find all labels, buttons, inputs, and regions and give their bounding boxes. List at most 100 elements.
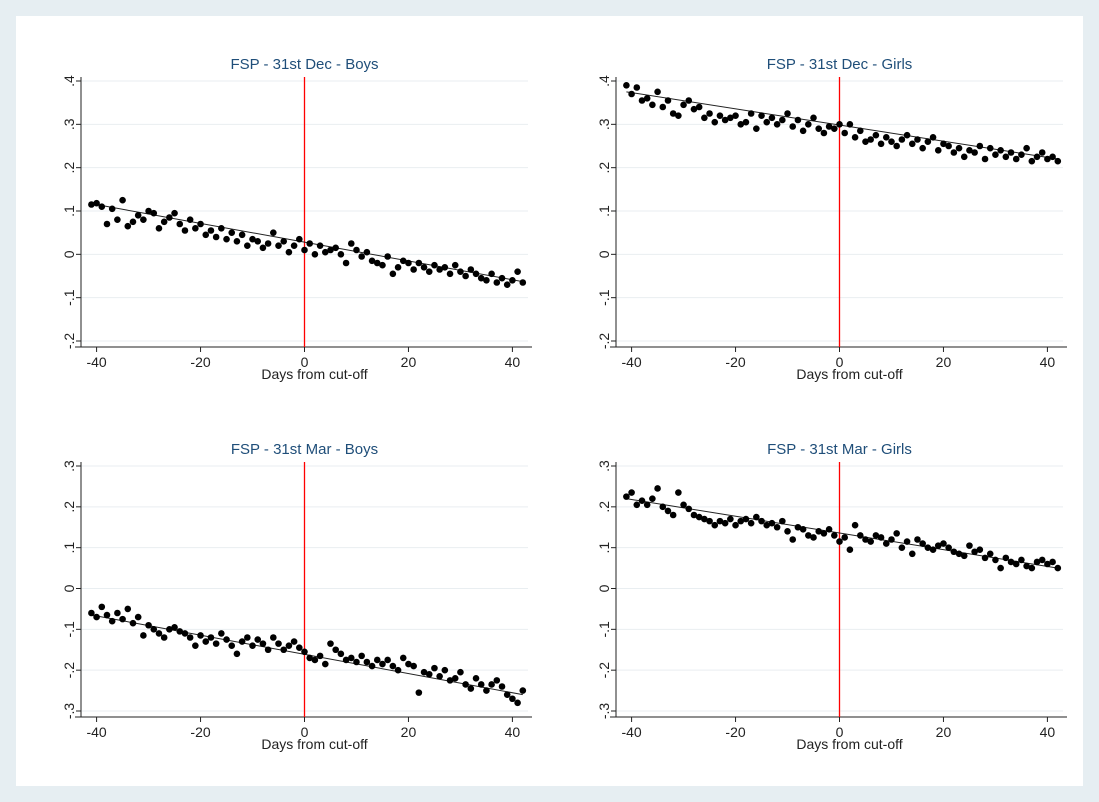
data-point [810,114,817,122]
data-point [908,550,916,558]
data-point [940,540,947,547]
data-point [628,489,635,496]
data-point [1054,564,1062,572]
data-point [176,628,184,635]
data-point [841,129,848,137]
y-tick-label: .4 [61,75,77,87]
y-tick-label: .3 [61,118,77,130]
data-point [805,532,812,539]
data-point [862,138,869,145]
fit-line [91,614,523,696]
data-point [233,238,241,245]
data-point [98,603,106,611]
data-point [773,121,781,128]
data-point [945,142,952,150]
data-point [1012,155,1020,163]
data-point [280,238,288,245]
data-point [228,642,236,649]
y-tick-label: .1 [596,205,612,217]
y-tick-label: -.3 [61,703,77,720]
x-tick-label: 20 [936,724,952,740]
data-point [675,112,682,119]
data-point [119,615,126,623]
data-point [742,118,750,126]
data-point [207,227,215,234]
chart-title: FSP - 31st Dec - Girls [767,56,913,73]
data-point [981,554,989,562]
data-point [716,112,724,119]
data-point [498,274,506,282]
data-point [384,656,391,664]
x-tick-label: 0 [301,724,309,740]
x-tick-label: 20 [401,724,417,740]
x-axis-title: Days from cut-off [796,366,902,382]
data-point [186,216,194,223]
data-point [867,538,874,545]
data-point [758,517,765,525]
data-point [160,218,168,226]
data-point [368,662,376,670]
data-point [353,246,360,254]
data-point [202,231,210,239]
y-tick-label: -.2 [61,333,77,350]
y-tick-label: 0 [596,250,612,258]
data-point [155,225,163,232]
data-point [301,246,308,254]
data-point [659,103,667,111]
data-point [664,97,672,104]
data-point [919,540,926,547]
data-point [327,640,334,647]
data-point [399,257,407,265]
data-point [815,125,823,132]
data-point [446,677,454,684]
data-point [301,648,308,656]
data-point [316,242,324,249]
data-point [903,538,911,545]
data-point [410,266,417,273]
data-point [264,646,272,654]
data-point [275,242,282,249]
data-point [851,134,859,141]
data-point [877,534,885,541]
data-point [753,513,760,521]
data-point [1023,144,1030,152]
data-point [825,525,833,533]
data-point [93,613,100,621]
data-point [373,656,381,664]
data-point [140,216,147,223]
x-tick-label: 20 [401,354,417,370]
data-point [950,548,958,556]
data-point [805,121,812,128]
data-point [467,266,475,273]
data-point [706,517,713,525]
data-point [695,513,703,521]
data-point [643,95,651,102]
x-tick-label: -40 [86,724,106,740]
data-point [306,654,313,662]
data-point [940,140,947,148]
data-point [1018,151,1025,158]
data-point [462,272,469,280]
data-point [955,144,963,152]
data-point [867,136,874,143]
data-point [415,689,423,696]
data-point [296,235,303,243]
data-point [680,501,687,509]
y-tick-label: 0 [61,584,77,592]
data-point [254,636,262,643]
data-point [976,142,984,150]
data-point [675,489,682,496]
data-point [514,268,521,275]
data-point [420,264,428,271]
data-point [223,235,230,243]
x-tick-label: -20 [190,724,210,740]
data-point [908,140,916,148]
data-point [244,242,251,249]
data-point [737,517,745,525]
data-point [124,222,132,230]
data-point [145,621,152,629]
data-point [306,240,313,247]
data-point [233,650,241,658]
data-point [727,114,734,122]
data-point [992,151,999,158]
